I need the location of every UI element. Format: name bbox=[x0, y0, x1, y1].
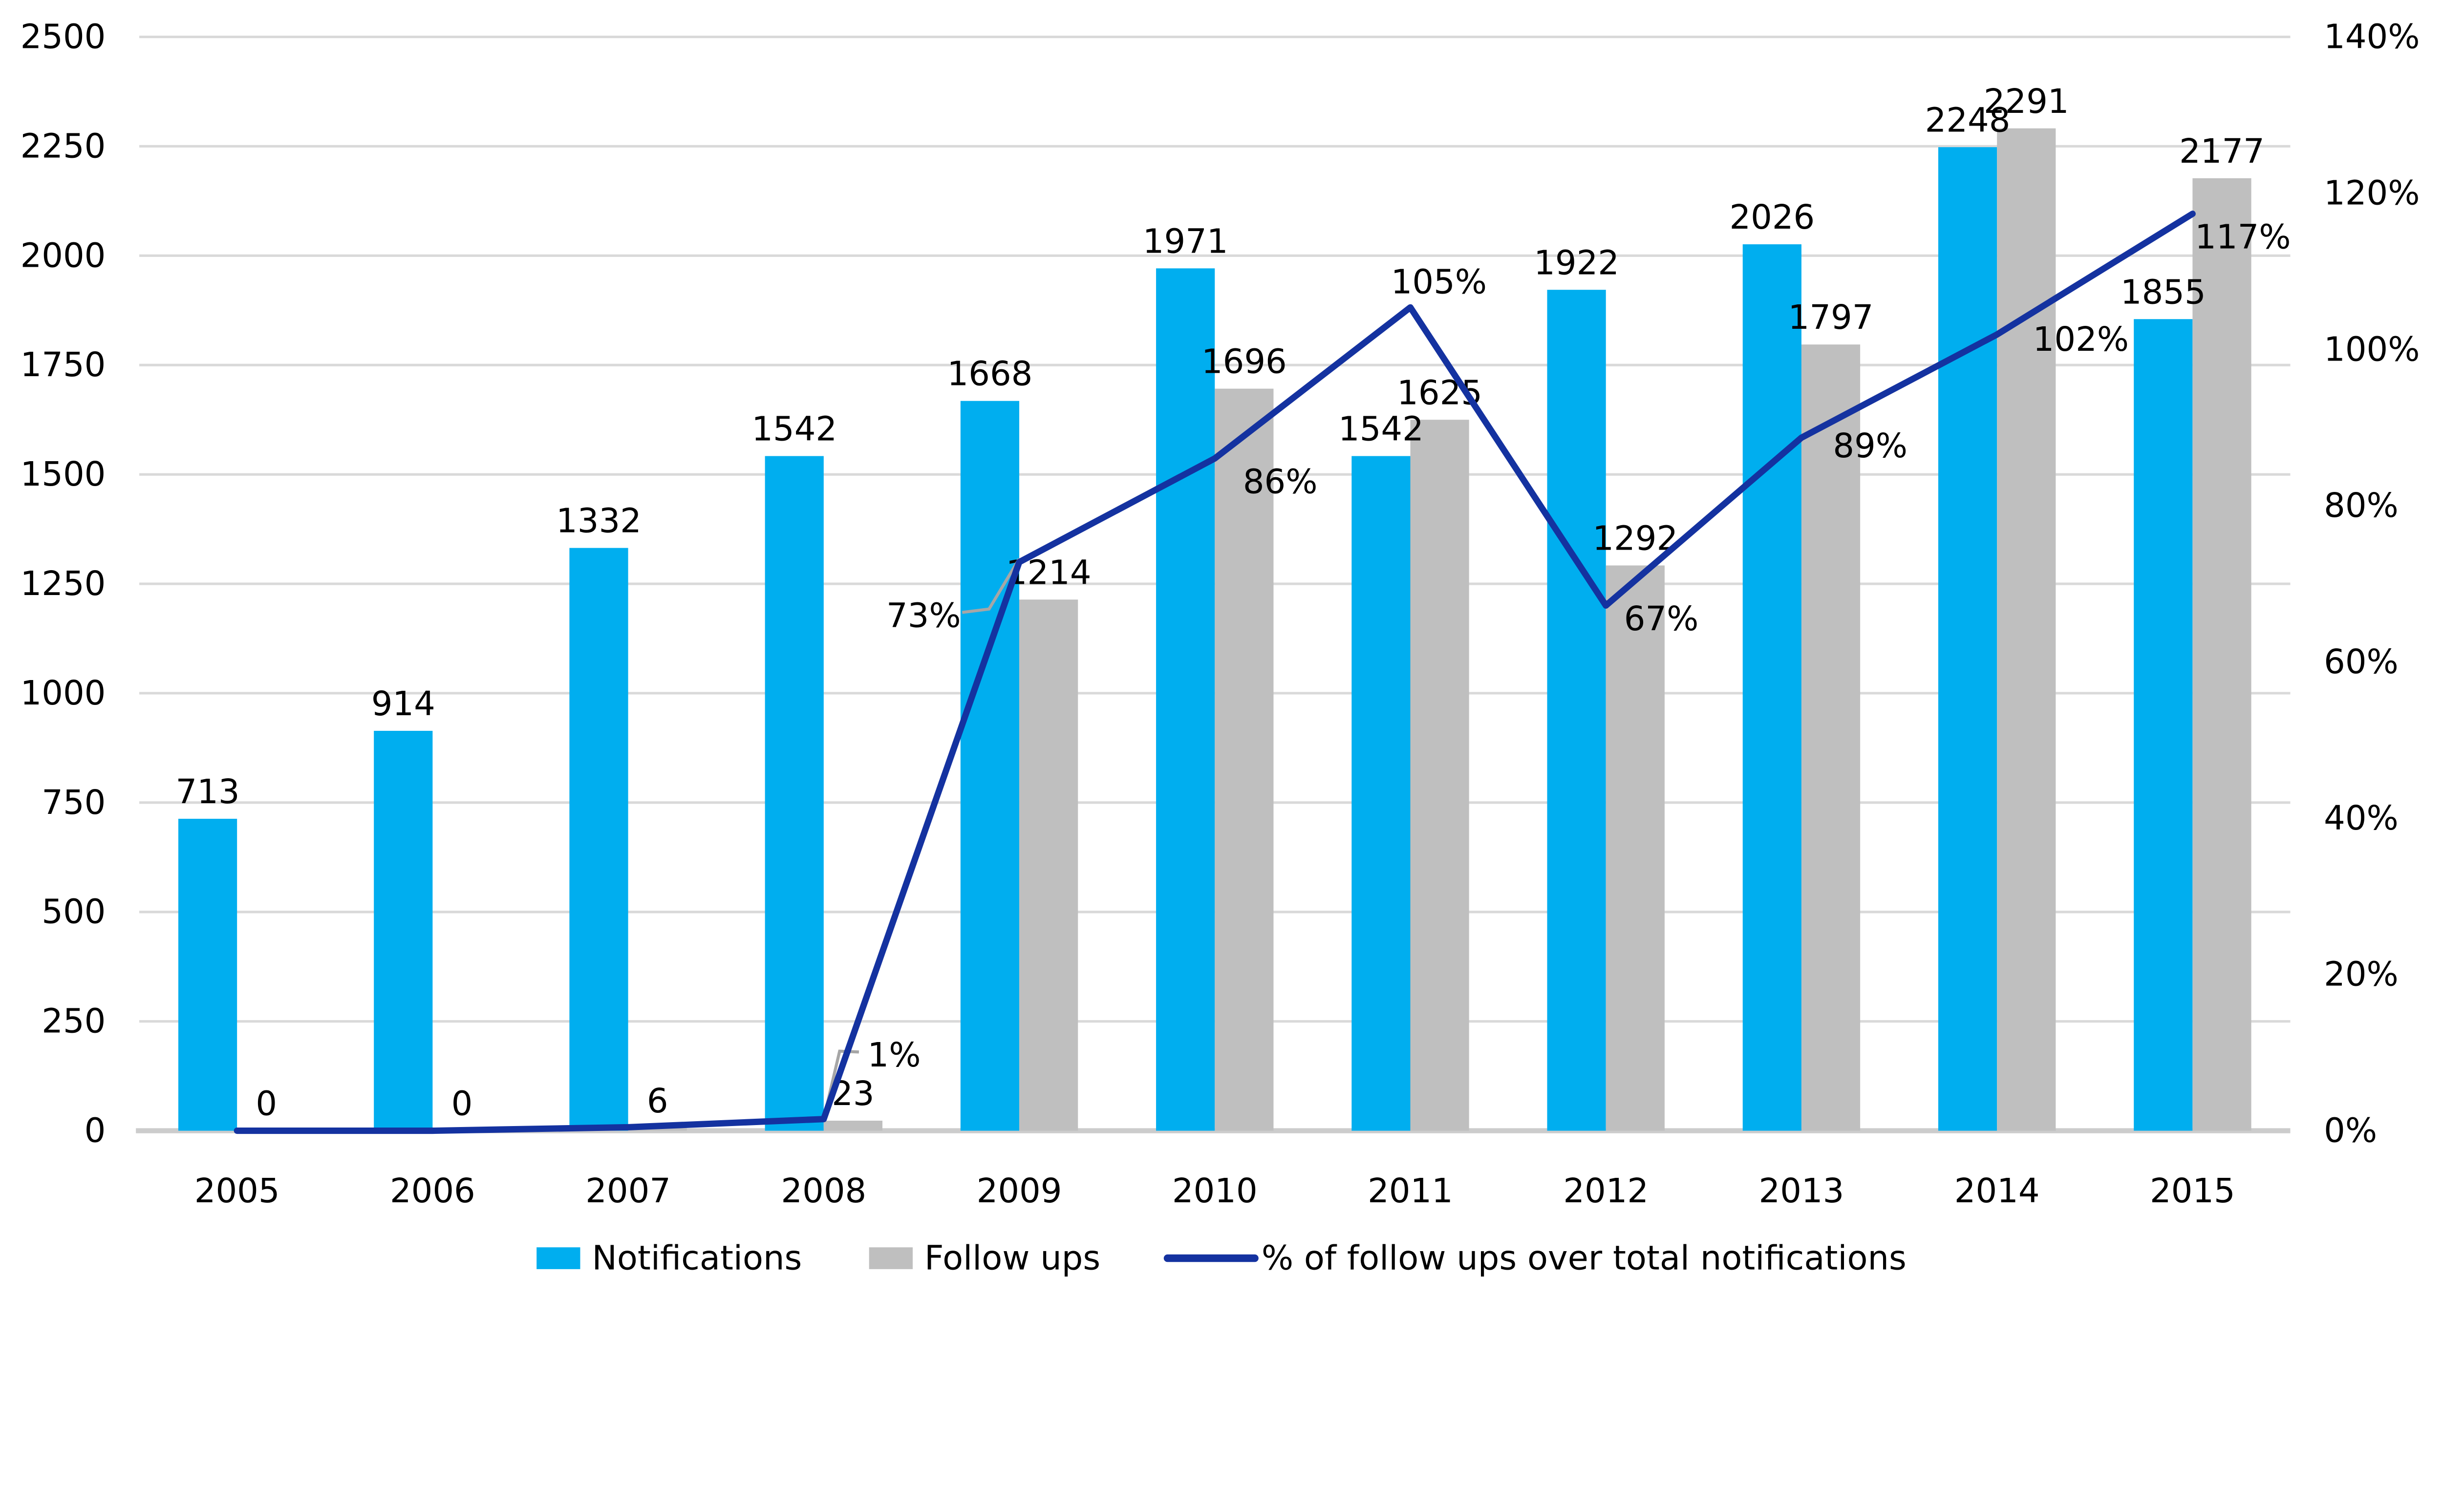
bar-label-notifications: 914 bbox=[371, 684, 435, 724]
bar-notifications bbox=[960, 401, 1020, 1131]
pct-point-label: 86% bbox=[1243, 462, 1318, 501]
bar-followups bbox=[823, 1120, 883, 1131]
bar-notifications bbox=[569, 548, 628, 1131]
x-axis-category-label: 2007 bbox=[585, 1171, 671, 1211]
bar-label-notifications: 1542 bbox=[751, 410, 837, 449]
bar-label-followups: 0 bbox=[256, 1085, 277, 1124]
bar-notifications bbox=[178, 818, 237, 1131]
bar-label-followups: 1696 bbox=[1201, 342, 1287, 382]
bar-label-notifications: 2026 bbox=[1729, 198, 1815, 237]
bar-followups bbox=[1801, 344, 1861, 1131]
x-axis-category-label: 2012 bbox=[1563, 1171, 1649, 1211]
x-axis-category-label: 2011 bbox=[1368, 1171, 1453, 1211]
legend-label-percentage-line: % of follow ups over total notifications bbox=[1262, 1239, 1907, 1278]
x-axis-category-label: 2015 bbox=[2150, 1171, 2235, 1211]
bar-label-followups: 1292 bbox=[1592, 519, 1678, 558]
bar-followups bbox=[1410, 420, 1469, 1131]
bar-notifications bbox=[1742, 244, 1801, 1131]
x-axis-category-label: 2008 bbox=[781, 1171, 866, 1211]
legend-swatch-notifications bbox=[536, 1247, 580, 1269]
left-axis-tick-label: 2000 bbox=[21, 236, 106, 275]
x-axis-category-label: 2006 bbox=[390, 1171, 475, 1211]
bar-followups bbox=[2192, 178, 2251, 1131]
legend-label-notifications: Notifications bbox=[592, 1239, 802, 1278]
right-axis-tick-label: 0% bbox=[2324, 1111, 2377, 1150]
bar-notifications bbox=[1156, 268, 1215, 1131]
bar-notifications bbox=[2134, 319, 2193, 1131]
x-axis-category-label: 2009 bbox=[977, 1171, 1062, 1211]
right-axis-tick-label: 20% bbox=[2324, 955, 2399, 994]
bar-notifications bbox=[1938, 147, 1997, 1131]
right-axis-tick-label: 60% bbox=[2324, 642, 2399, 681]
bar-notifications bbox=[1547, 290, 1606, 1131]
pct-point-label: 105% bbox=[1391, 263, 1487, 302]
x-axis-category-label: 2010 bbox=[1172, 1171, 1258, 1211]
left-axis-tick-label: 1750 bbox=[21, 345, 106, 384]
pct-point-label: 117% bbox=[2195, 218, 2291, 257]
bar-label-notifications: 1668 bbox=[947, 355, 1033, 394]
x-axis-category-label: 2005 bbox=[194, 1171, 280, 1211]
bar-label-notifications: 1855 bbox=[2121, 273, 2206, 312]
bar-notifications bbox=[374, 730, 433, 1131]
left-axis-tick-label: 1000 bbox=[21, 674, 106, 713]
x-axis-category-label: 2013 bbox=[1759, 1171, 1844, 1211]
bar-notifications bbox=[765, 456, 824, 1131]
bar-label-followups: 2291 bbox=[1984, 82, 2069, 121]
combo-chart: 0 250 500 750 1000 1250 1500 1750 2000 2250 2500 0%… bbox=[20, 17, 2420, 1278]
bar-label-notifications: 1971 bbox=[1143, 222, 1228, 261]
left-axis-tick-label: 2500 bbox=[21, 18, 106, 57]
left-axis-tick-label: 0 bbox=[85, 1111, 106, 1150]
right-axis-tick-label: 120% bbox=[2324, 173, 2420, 213]
right-axis-tick-label: 100% bbox=[2324, 330, 2420, 369]
pct-point-label: 73% bbox=[886, 596, 961, 635]
pct-point-label: 1% bbox=[868, 1036, 921, 1075]
left-axis-tick-label: 750 bbox=[42, 783, 106, 822]
right-axis-tick-label: 140% bbox=[2324, 18, 2420, 57]
left-axis-tick-label: 250 bbox=[42, 1002, 106, 1041]
bar-label-notifications: 1542 bbox=[1338, 410, 1424, 449]
bar-label-notifications: 2248 bbox=[1925, 101, 2011, 140]
pct-point-label: 67% bbox=[1624, 599, 1699, 639]
bar-followups bbox=[1215, 388, 1274, 1131]
percentage-line bbox=[234, 211, 2196, 1134]
bar-label-notifications: 1922 bbox=[1534, 243, 1619, 282]
bar-label-notifications: 1332 bbox=[556, 502, 642, 541]
legend-label-followups: Follow ups bbox=[924, 1239, 1100, 1278]
bar-label-followups: 1797 bbox=[1788, 298, 1874, 337]
bar-followups bbox=[1997, 128, 2056, 1131]
left-axis-tick-label: 1250 bbox=[21, 564, 106, 603]
bar-notifications bbox=[1351, 456, 1411, 1131]
bar-label-followups: 0 bbox=[451, 1085, 473, 1124]
chart-canvas: 0 250 500 750 1000 1250 1500 1750 2000 2250 2500 0%… bbox=[20, 17, 2420, 1278]
left-axis-tick-label: 500 bbox=[42, 893, 106, 932]
legend-swatch-followups bbox=[869, 1247, 913, 1269]
bar-label-notifications: 713 bbox=[176, 772, 240, 811]
pct-point-label: 89% bbox=[1833, 426, 1907, 466]
right-axis-tick-label: 80% bbox=[2324, 486, 2399, 525]
bar-followups bbox=[1606, 565, 1665, 1131]
bar-label-followups: 2177 bbox=[2179, 132, 2265, 171]
bar-label-followups: 6 bbox=[647, 1082, 668, 1121]
bar-followups bbox=[628, 1128, 687, 1131]
left-axis-tick-label: 1500 bbox=[21, 455, 106, 494]
left-axis-tick-label: 2250 bbox=[21, 127, 106, 166]
pct-point-label: 102% bbox=[2033, 320, 2129, 359]
x-axis-category-label: 2014 bbox=[1954, 1171, 2040, 1211]
pct-label-leader-line bbox=[962, 558, 1021, 614]
right-axis-tick-label: 40% bbox=[2324, 799, 2399, 838]
bar-followups bbox=[1019, 599, 1078, 1131]
legend: Notifications Follow ups % of follow ups o… bbox=[536, 1239, 1907, 1278]
